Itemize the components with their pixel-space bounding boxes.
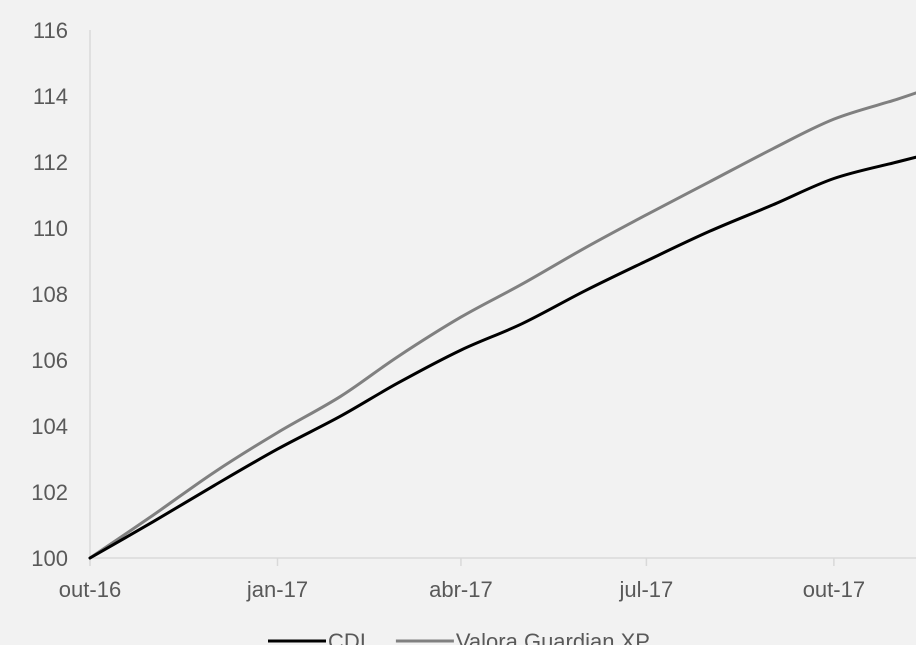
legend-label: Valora Guardian XP: [456, 629, 650, 645]
y-tick-label: 116: [33, 18, 68, 43]
y-tick-label: 108: [31, 282, 68, 307]
series-line-valora-guardian-xp: [88, 91, 916, 560]
legend: CDI Valora Guardian XP: [268, 629, 650, 645]
y-tick-labels: 100 102 104 106 108 110 112 114 116: [31, 18, 68, 571]
y-tick-label: 104: [31, 414, 68, 439]
x-tick-labels: out-16 jan-17 abr-17 jul-17 out-17: [59, 558, 865, 602]
x-tick-label: jul-17: [618, 577, 673, 602]
y-tick-label: 114: [33, 84, 68, 109]
y-tick-label: 100: [31, 546, 68, 571]
y-tick-label: 106: [31, 348, 68, 373]
y-tick-label: 110: [33, 216, 68, 241]
x-tick-label: jan-17: [246, 577, 308, 602]
x-tick-label: abr-17: [429, 577, 493, 602]
x-tick-label: out-16: [59, 577, 121, 602]
y-tick-label: 112: [33, 150, 68, 175]
y-tick-label: 102: [31, 480, 68, 505]
legend-label: CDI: [328, 629, 366, 645]
series-layer: [88, 91, 916, 560]
series-line-cdi: [88, 155, 916, 560]
x-tick-label: out-17: [803, 577, 865, 602]
